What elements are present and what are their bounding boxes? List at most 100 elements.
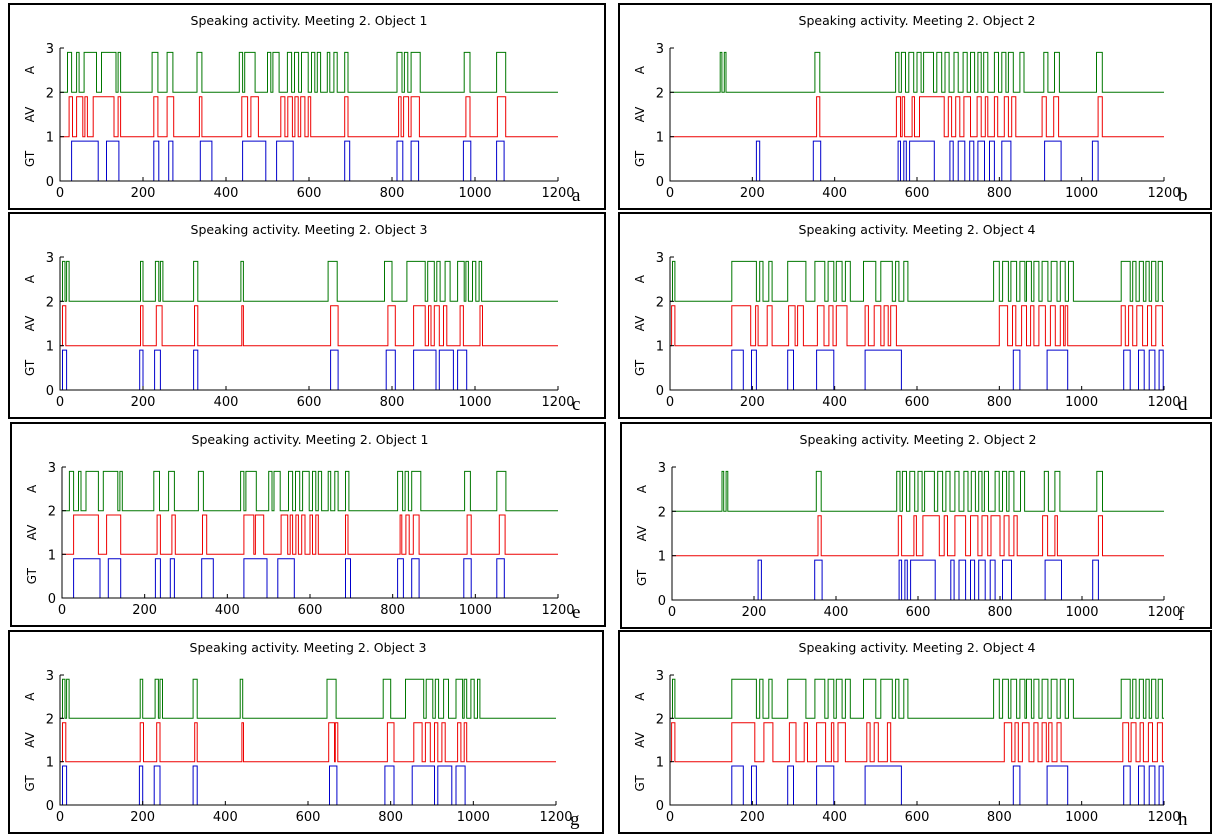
series-gt-line: [62, 558, 558, 599]
x-tick-label: 1000: [457, 810, 490, 825]
series-gt-line: [672, 559, 1164, 601]
x-tick-label: 600: [296, 810, 321, 825]
x-tick-label: 600: [906, 605, 931, 620]
y-tick-label: 0: [46, 175, 54, 190]
series-av-line: [670, 722, 1164, 763]
chart-panel-g: Speaking activity. Meeting 2. Object 3 0 2…: [8, 630, 604, 834]
chart-title: Speaking activity. Meeting 2. Object 4: [799, 222, 1036, 237]
y-tick-label: 3: [46, 251, 54, 266]
chart-svg: Speaking activity. Meeting 2. Object 4 0 2…: [633, 222, 1188, 415]
series-gt-line: [60, 140, 558, 182]
chart-svg: Speaking activity. Meeting 2. Object 3 0 2…: [23, 640, 580, 830]
y-row-label: GT: [25, 567, 39, 584]
x-tick-label: 0: [668, 605, 676, 620]
x-tick-label: 600: [297, 186, 322, 201]
x-tick-label: 1000: [459, 603, 492, 618]
x-tick-label: 1200: [541, 186, 574, 201]
y-row-label: A: [633, 274, 647, 283]
panel-letter: g: [570, 809, 580, 830]
series-av-line: [60, 722, 556, 763]
x-tick-label: 600: [297, 395, 322, 410]
x-tick-label: 0: [56, 810, 64, 825]
panel-letter: f: [1178, 604, 1185, 625]
series-a-line: [670, 260, 1164, 302]
x-tick-label: 200: [742, 605, 767, 620]
x-tick-label: 0: [666, 395, 674, 410]
y-row-label: A: [23, 65, 37, 74]
axes: [59, 257, 558, 391]
x-tick-label: 1000: [458, 186, 491, 201]
series-gt-line: [60, 765, 556, 806]
x-tick-label: 1200: [1147, 605, 1180, 620]
y-row-label: GT: [633, 775, 647, 792]
y-row-label: A: [23, 692, 37, 701]
y-tick-label: 2: [656, 295, 664, 310]
series-gt-line: [670, 140, 1164, 182]
y-tick-label: 2: [46, 295, 54, 310]
y-row-label: AV: [23, 731, 37, 747]
x-tick-label: 800: [987, 395, 1012, 410]
panel-letter: a: [572, 185, 581, 206]
series-av-line: [60, 96, 558, 138]
y-row-label: AV: [23, 106, 37, 122]
x-tick-label: 0: [56, 395, 64, 410]
series-av-line: [672, 515, 1164, 557]
x-tick-label: 1000: [458, 395, 491, 410]
y-row-label: GT: [633, 150, 647, 167]
chart-panel-h: Speaking activity. Meeting 2. Object 4 0 2…: [618, 630, 1212, 834]
x-tick-label: 1000: [1065, 605, 1098, 620]
y-tick-label: 2: [46, 712, 54, 727]
x-tick-label: 1200: [1147, 395, 1180, 410]
chart-title: Speaking activity. Meeting 2. Object 3: [190, 640, 427, 655]
y-row-label: AV: [25, 524, 39, 540]
panel-letter: d: [1178, 394, 1188, 415]
y-tick-label: 3: [656, 669, 664, 684]
y-tick-label: 1: [656, 340, 664, 355]
series-a-line: [62, 470, 558, 512]
y-row-label: GT: [23, 150, 37, 167]
x-tick-label: 600: [905, 810, 930, 825]
x-tick-label: 400: [214, 395, 239, 410]
y-row-label: A: [25, 484, 39, 493]
x-tick-label: 800: [380, 395, 405, 410]
y-row-label: GT: [635, 569, 649, 586]
chart-panel-d: Speaking activity. Meeting 2. Object 4 0 2…: [618, 212, 1212, 419]
x-tick-label: 1200: [541, 603, 574, 618]
y-row-label: AV: [635, 525, 649, 541]
x-tick-label: 600: [905, 186, 930, 201]
y-tick-label: 3: [658, 461, 666, 476]
x-tick-label: 800: [987, 810, 1012, 825]
panel-letter: c: [572, 394, 580, 415]
y-tick-label: 0: [656, 799, 664, 814]
y-row-label: GT: [633, 359, 647, 376]
chart-panel-c: Speaking activity. Meeting 2. Object 3 0 2…: [8, 212, 606, 419]
series-av-line: [670, 96, 1164, 138]
x-tick-label: 1200: [539, 810, 572, 825]
x-tick-label: 800: [987, 186, 1012, 201]
y-row-label: GT: [23, 775, 37, 792]
y-row-label: A: [635, 484, 649, 493]
x-tick-label: 200: [130, 810, 155, 825]
x-tick-label: 800: [380, 603, 405, 618]
x-tick-label: 200: [131, 186, 156, 201]
panel-letter: e: [572, 602, 580, 623]
y-tick-label: 2: [46, 86, 54, 101]
series-gt-line: [60, 349, 558, 391]
y-tick-label: 1: [656, 756, 664, 771]
x-tick-label: 0: [56, 186, 64, 201]
chart-title: Speaking activity. Meeting 2. Object 3: [191, 222, 428, 237]
panel-letter: h: [1178, 809, 1188, 830]
chart-panel-e: Speaking activity. Meeting 2. Object 1 0 2…: [10, 422, 606, 627]
series-gt-line: [670, 349, 1164, 391]
x-tick-label: 400: [822, 810, 847, 825]
chart-panel-a: Speaking activity. Meeting 2. Object 1 0 2…: [8, 3, 606, 210]
chart-title: Speaking activity. Meeting 2. Object 2: [799, 13, 1036, 28]
x-tick-label: 600: [905, 395, 930, 410]
axes: [59, 48, 558, 182]
chart-title: Speaking activity. Meeting 2. Object 2: [800, 432, 1037, 447]
x-tick-label: 400: [824, 605, 849, 620]
x-tick-label: 200: [740, 810, 765, 825]
x-tick-label: 0: [666, 810, 674, 825]
y-row-label: GT: [23, 359, 37, 376]
series-a-line: [670, 678, 1164, 719]
